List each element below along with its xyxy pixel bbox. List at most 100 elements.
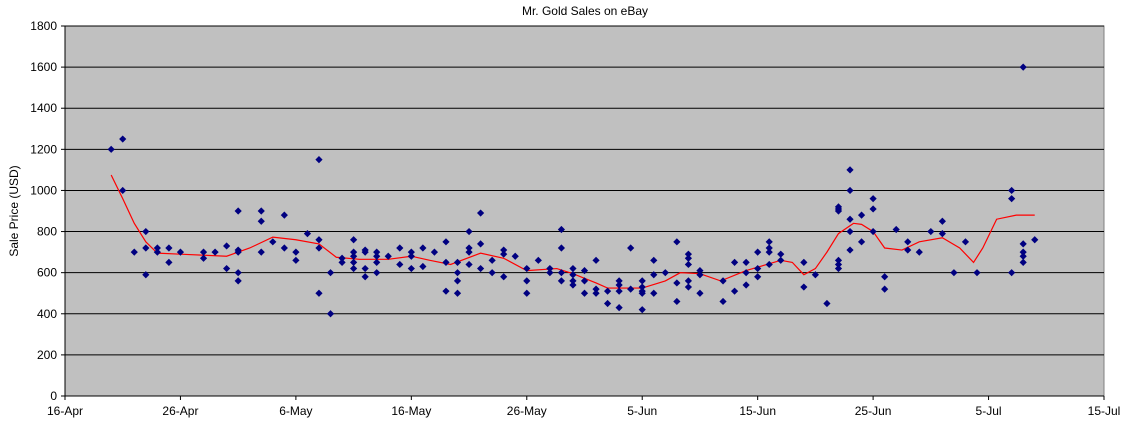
data-point [603, 299, 612, 308]
y-tick-label: 400 [37, 307, 57, 321]
x-tick-label: 26-May [507, 404, 547, 418]
data-point [396, 244, 404, 252]
x-tick-label: 5-Jun [627, 404, 657, 418]
data-point [684, 277, 692, 285]
data-point [730, 258, 739, 266]
data-point [165, 244, 173, 252]
data-point [199, 248, 208, 256]
data-point [650, 256, 658, 264]
x-tick-label: 6-May [279, 404, 312, 418]
data-point [557, 277, 566, 285]
data-point [488, 256, 496, 264]
data-point [881, 285, 889, 293]
data-point [373, 252, 381, 260]
data-point [638, 277, 646, 285]
data-point [1019, 258, 1027, 266]
data-point [465, 227, 473, 236]
data-point [881, 273, 889, 281]
data-point [257, 217, 265, 225]
x-tick-label: 15-Jun [739, 404, 776, 418]
data-point [153, 244, 161, 252]
data-point [442, 238, 450, 246]
data-point [338, 254, 346, 262]
data-point [580, 289, 589, 297]
data-point [638, 289, 646, 297]
data-point [846, 227, 854, 236]
data-point [592, 289, 600, 297]
data-point [396, 260, 404, 269]
data-point [754, 264, 762, 273]
y-tick-label: 800 [37, 225, 57, 239]
data-point [350, 236, 358, 244]
data-point [627, 244, 635, 252]
data-point [950, 269, 958, 277]
plot-area: 0 200 400 600 800 1000 1200 1400 1600 1800 16-Apr 2… [30, 19, 1120, 418]
data-point [684, 254, 692, 262]
data-point [361, 273, 369, 281]
data-point [823, 299, 831, 308]
data-point [534, 256, 542, 264]
data-point [199, 254, 208, 262]
data-point [500, 246, 508, 254]
data-point [453, 258, 462, 266]
data-point [765, 238, 773, 246]
data-point [557, 244, 566, 252]
chart-title: Mr. Gold Sales on eBay [522, 4, 648, 18]
data-point [742, 258, 750, 266]
data-point [603, 287, 612, 295]
data-point [315, 156, 323, 164]
data-point [546, 269, 554, 277]
data-point [234, 207, 242, 215]
data-point [1019, 248, 1027, 256]
data-point [1008, 186, 1016, 195]
data-point [615, 287, 623, 295]
data-point [257, 248, 265, 256]
data-point [973, 269, 981, 277]
data-point [580, 277, 589, 285]
data-point [834, 207, 843, 215]
data-point [811, 271, 819, 279]
data-point [234, 277, 242, 285]
data-point [176, 248, 185, 256]
data-point [638, 306, 646, 314]
data-point [373, 269, 381, 277]
y-axis-label: Sale Price (USD) [7, 165, 21, 256]
data-point [684, 283, 692, 291]
data-point [234, 269, 242, 277]
data-point [142, 244, 150, 252]
data-point [569, 264, 577, 273]
data-point [904, 238, 912, 246]
data-point [453, 289, 462, 297]
data-point [511, 252, 519, 260]
data-point [915, 248, 923, 256]
data-point [119, 186, 127, 195]
data-point [1019, 252, 1027, 260]
data-point [869, 227, 877, 236]
data-point [1019, 240, 1027, 248]
data-point [269, 238, 277, 246]
data-point [350, 264, 358, 273]
data-point [834, 256, 843, 264]
data-point [857, 211, 866, 219]
data-point [465, 260, 473, 269]
data-point [350, 248, 358, 256]
data-point [280, 244, 288, 252]
data-point [673, 279, 681, 287]
data-point [373, 248, 381, 256]
data-point [730, 287, 739, 295]
data-point [696, 267, 704, 275]
data-point [280, 211, 288, 219]
data-point [719, 277, 727, 285]
data-point [373, 258, 381, 266]
data-point [361, 248, 369, 256]
data-point [257, 207, 265, 215]
data-point [904, 246, 912, 254]
data-point [684, 250, 692, 258]
data-point [650, 271, 658, 279]
y-tick-label: 1800 [30, 19, 57, 33]
y-tick-label: 0 [50, 389, 57, 403]
data-point [846, 246, 854, 254]
data-point [419, 262, 427, 271]
data-point [407, 264, 415, 273]
